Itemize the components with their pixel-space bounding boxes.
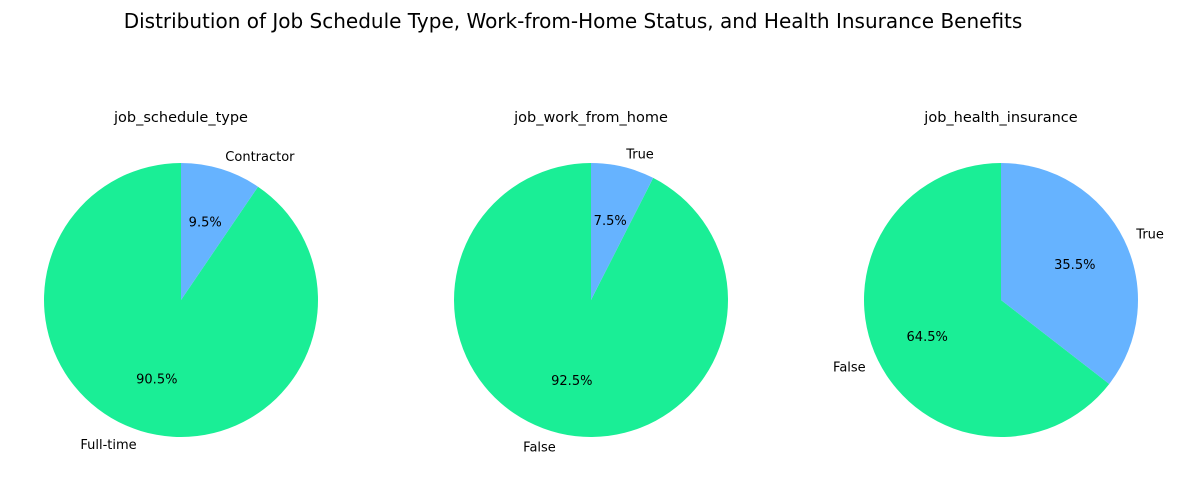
- pie-percent-label: 90.5%: [136, 373, 177, 388]
- pie-percent-label: 92.5%: [551, 374, 592, 389]
- pie-3-slices: [864, 163, 1138, 437]
- pie-slice-true: [591, 163, 654, 300]
- pie-3-labels: 64.5% False 35.5% True: [833, 228, 1164, 376]
- pie-category-label: True: [1135, 228, 1164, 243]
- pie-2-labels: 92.5% False 7.5% True: [523, 148, 654, 456]
- pie-1-title: job_schedule_type: [113, 110, 248, 126]
- pie-1-labels: 90.5% Full-time 9.5% Contractor: [80, 150, 295, 453]
- pie-slice-full-time: [44, 163, 319, 437]
- pie-1-slices: [44, 162, 319, 437]
- pie-2-title: job_work_from_home: [513, 110, 668, 126]
- pie-slice-false: [864, 163, 1110, 437]
- pie-slice-false: [454, 163, 729, 438]
- pie-category-label: Full-time: [80, 438, 136, 453]
- pie-category-label: False: [833, 360, 866, 375]
- chart-title: Distribution of Job Schedule Type, Work-…: [124, 9, 1023, 33]
- pie-percent-label: 35.5%: [1054, 258, 1095, 273]
- pie-percent-label: 9.5%: [189, 215, 222, 230]
- pie-chart-2: job_work_from_home 92.5% False 7.5% True: [454, 110, 729, 456]
- pie-slice-true: [1001, 163, 1138, 384]
- pie-percent-label: 7.5%: [594, 214, 627, 229]
- pie-chart-3: job_health_insurance 64.5% False 35.5% True: [833, 110, 1164, 437]
- pie-3-title: job_health_insurance: [923, 110, 1077, 126]
- pie-chart-1: job_schedule_type 90.5% Full-time 9.5% Cont…: [44, 110, 319, 453]
- pie-category-label: False: [523, 441, 556, 456]
- pie-percent-label: 64.5%: [907, 330, 948, 345]
- pie-category-label: True: [625, 148, 654, 163]
- pie-2-slices: [454, 163, 729, 438]
- pie-category-label: Contractor: [225, 150, 295, 165]
- pie-slice-contractor: [181, 162, 259, 300]
